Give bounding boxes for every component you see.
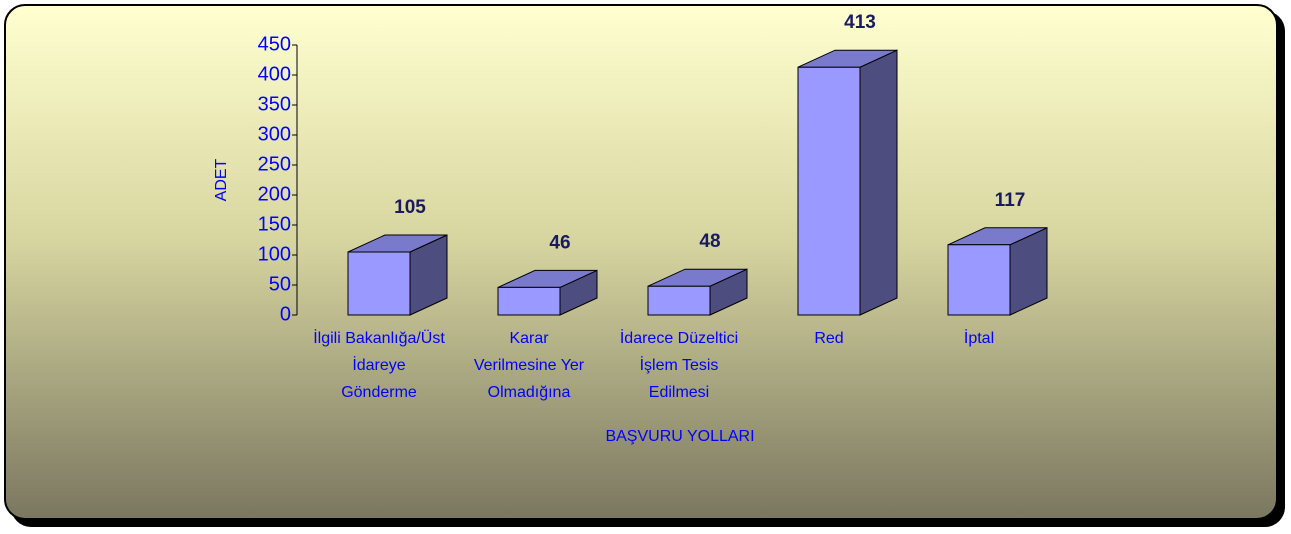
y-tick-label: 50 <box>269 273 291 295</box>
x-tick-label: Karar Verilmesine Yer Olmadığına <box>474 330 585 401</box>
y-tick-label: 150 <box>258 213 291 235</box>
x-tick-label: Red <box>814 330 843 347</box>
y-tick-label: 100 <box>258 243 291 265</box>
panel <box>4 4 1278 520</box>
y-tick-label: 400 <box>258 63 291 85</box>
bar <box>947 227 1048 316</box>
y-tick-label: 0 <box>280 303 291 325</box>
bar-front <box>497 286 561 316</box>
x-axis-title: BAŞVURU YOLLARI <box>605 428 754 445</box>
bar <box>647 268 748 316</box>
bar-front <box>347 251 411 316</box>
y-axis-title: ADET <box>213 158 230 201</box>
y-tick-label: 250 <box>258 153 291 175</box>
value-label: 413 <box>844 12 876 33</box>
bar-side <box>859 49 898 316</box>
x-tick-label: İdarece Düzeltici İşlem Tesis Edilmesi <box>620 328 738 401</box>
bar <box>797 49 898 316</box>
y-tick-label: 350 <box>258 93 291 115</box>
bar <box>497 269 598 316</box>
x-tick-label: İlgili Bakanlığa/Üst İdareye Gönderme <box>313 328 445 401</box>
y-tick-label: 300 <box>258 123 291 145</box>
y-tick-label: 200 <box>258 183 291 205</box>
value-label: 105 <box>394 197 426 218</box>
value-label: 48 <box>699 231 720 252</box>
value-label: 46 <box>549 232 570 253</box>
value-label: 117 <box>995 190 1026 211</box>
bar-front <box>647 285 711 316</box>
bar-front <box>947 244 1011 316</box>
bar-front <box>797 66 861 316</box>
y-tick-label: 450 <box>258 33 291 55</box>
x-tick-label: İptal <box>964 328 994 347</box>
bar <box>347 234 448 316</box>
